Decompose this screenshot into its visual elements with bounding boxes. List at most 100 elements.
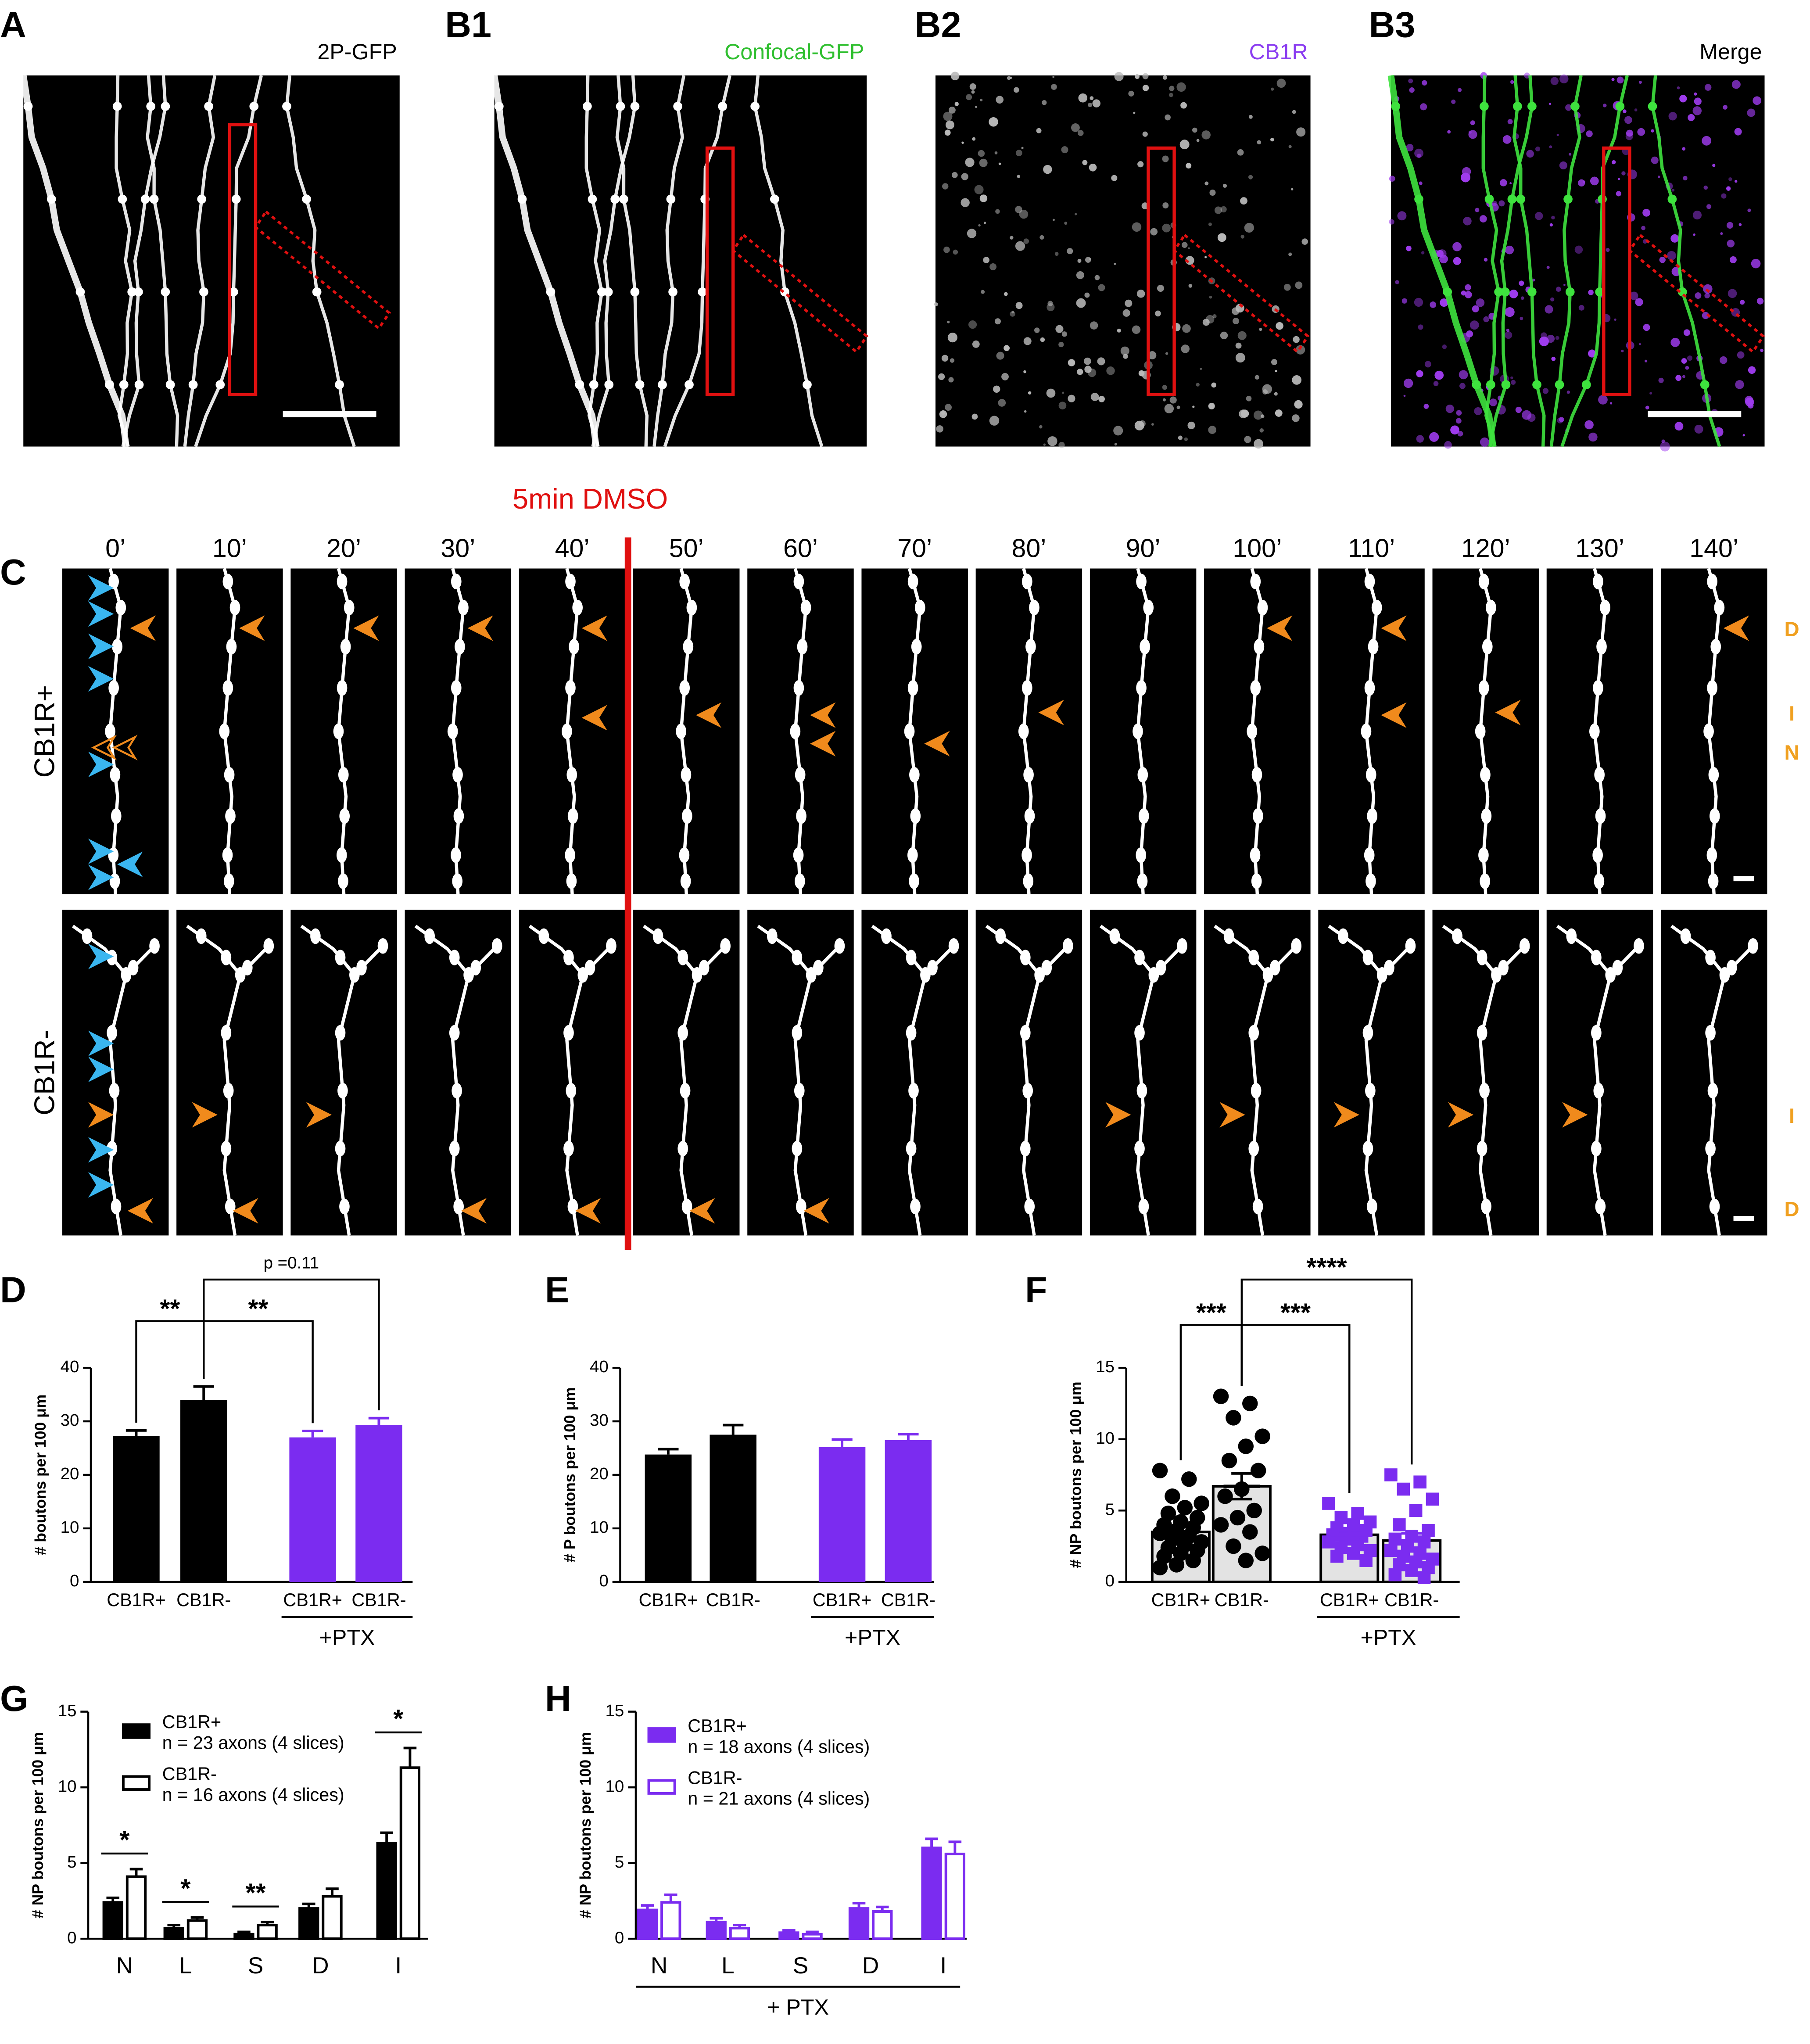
significance-bracket: [1240, 1278, 1413, 1465]
bouton: [1134, 1025, 1145, 1041]
speckle: [1515, 406, 1522, 413]
arrowhead: [1038, 699, 1064, 725]
bouton: [1501, 287, 1510, 297]
speckle: [1574, 245, 1583, 254]
speckle: [1419, 181, 1423, 185]
speckle: [1727, 240, 1735, 247]
bar: [706, 1921, 727, 1940]
bouton: [1252, 1198, 1263, 1215]
error-bar: [302, 1902, 315, 1909]
speckle: [1720, 232, 1723, 235]
speckle: [1509, 182, 1512, 184]
speckle: [1726, 222, 1734, 229]
bouton: [1491, 967, 1502, 983]
bouton: [121, 967, 132, 983]
speckle: [1261, 414, 1265, 418]
speckle: [993, 385, 1000, 393]
bar: [125, 1875, 147, 1940]
speckle: [1040, 337, 1045, 342]
bouton: [1024, 1198, 1035, 1215]
bouton: [1475, 723, 1486, 739]
speckle: [1694, 92, 1697, 96]
bouton: [790, 723, 801, 739]
error-bar: [948, 1840, 962, 1854]
speckle: [1416, 370, 1423, 377]
bouton: [1364, 680, 1375, 696]
speckle: [1639, 343, 1641, 345]
bouton: [565, 847, 576, 863]
speckle: [950, 72, 960, 81]
speckle: [1704, 293, 1710, 298]
speckle: [1098, 284, 1105, 291]
speckle: [1165, 114, 1171, 121]
speckle: [1649, 392, 1652, 395]
significance-label: **: [246, 1878, 266, 1908]
speckle: [1417, 154, 1421, 158]
arrowhead: [461, 1198, 487, 1224]
speckle: [1659, 256, 1666, 263]
speckle: [1061, 331, 1067, 337]
significance-label: p =0.11: [264, 1254, 319, 1273]
speckle: [1162, 223, 1171, 233]
speckle: [998, 162, 1001, 165]
speckle: [1271, 359, 1277, 365]
roi-box: [228, 123, 258, 396]
bouton: [215, 380, 225, 389]
speckle: [1434, 370, 1444, 380]
error-bar: [832, 1438, 853, 1447]
speckle: [1257, 140, 1262, 145]
speckle: [972, 340, 980, 348]
y-tick-label: 30: [61, 1411, 79, 1430]
arrowhead: [88, 601, 114, 627]
speckle: [1397, 211, 1407, 221]
roi-box: [1147, 146, 1176, 396]
speckle: [1569, 153, 1572, 156]
bouton: [107, 950, 117, 965]
speckle: [1645, 359, 1648, 362]
speckle: [1578, 305, 1584, 311]
y-tick-label: 0: [599, 1571, 608, 1590]
y-tick-label: 10: [1096, 1429, 1115, 1448]
bouton: [1591, 1140, 1602, 1157]
bouton: [677, 950, 688, 965]
bouton: [1143, 599, 1154, 616]
speckle: [1168, 93, 1173, 97]
bouton: [458, 599, 469, 616]
y-tick-label: 20: [590, 1464, 609, 1483]
panel-label: B1: [445, 4, 491, 45]
bouton: [196, 928, 207, 944]
bouton: [995, 928, 1006, 944]
speckle: [1692, 106, 1702, 115]
speckle: [972, 137, 976, 141]
bouton: [606, 938, 616, 954]
error-bar: [237, 1930, 251, 1934]
y-tick-label: 10: [606, 1777, 624, 1796]
bouton: [1366, 767, 1376, 783]
bouton: [335, 380, 344, 389]
arrowhead: [88, 1056, 114, 1083]
y-tick-label: 0: [67, 1928, 76, 1947]
speckle: [1062, 391, 1064, 394]
speckle: [961, 198, 970, 207]
speckle: [1389, 176, 1395, 182]
bouton: [673, 102, 683, 111]
bar: [818, 1447, 866, 1582]
y-tick-label: 5: [1105, 1500, 1115, 1519]
bouton: [75, 287, 85, 297]
speckle: [1179, 140, 1190, 150]
bouton: [948, 938, 959, 954]
bouton: [338, 873, 348, 889]
speckle: [1406, 245, 1412, 251]
speckle: [1550, 77, 1559, 85]
speckle: [1414, 298, 1423, 307]
speckle: [1047, 303, 1055, 312]
speckle: [1034, 327, 1040, 333]
bouton: [610, 194, 620, 204]
speckle: [1092, 99, 1100, 108]
bouton: [1414, 194, 1423, 204]
speckle: [1138, 370, 1145, 377]
bouton: [455, 638, 465, 655]
bouton: [1477, 1140, 1487, 1157]
significance-label: *: [393, 1704, 403, 1733]
